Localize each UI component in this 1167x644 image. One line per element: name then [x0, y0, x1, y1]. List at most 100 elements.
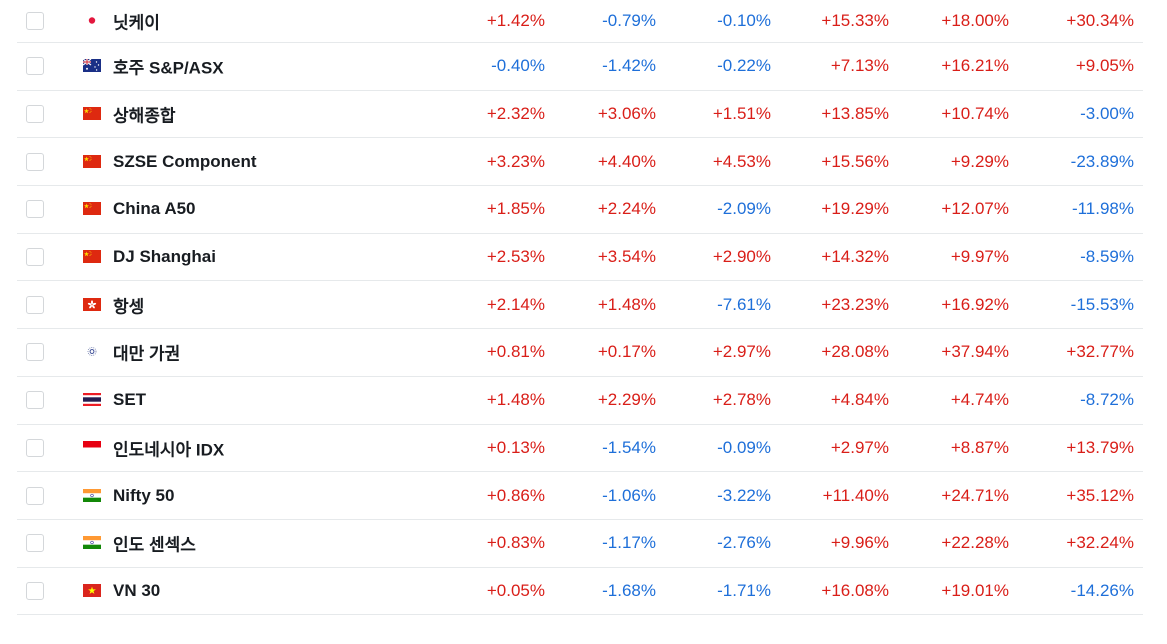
change-cell: -23.89% — [1070, 151, 1134, 171]
change-cell: -1.17% — [602, 533, 656, 553]
change-cell: +4.53% — [712, 151, 771, 171]
change-cell: +12.07% — [941, 199, 1009, 219]
row-checkbox[interactable] — [26, 581, 44, 600]
table-row[interactable]: 상해종합 +2.32% +3.06% +1.51% +13.85% +10.74… — [17, 91, 1143, 139]
change-cell: +3.23% — [486, 151, 545, 171]
index-name[interactable]: VN 30 — [113, 580, 161, 600]
change-cell: +3.06% — [597, 104, 656, 124]
index-name[interactable]: Nifty 50 — [113, 485, 175, 505]
index-performance-table: 닛케이 +1.42% -0.79% -0.10% +15.33% +18.00%… — [17, 0, 1143, 616]
change-cell: +11.40% — [822, 485, 889, 505]
change-cell: +37.94% — [941, 342, 1009, 362]
change-cell: +4.74% — [950, 390, 1009, 410]
change-cell: +9.96% — [830, 533, 889, 553]
table-row[interactable]: VN 30 +0.05% -1.68% -1.71% +16.08% +19.0… — [17, 568, 1143, 616]
row-checkbox[interactable] — [26, 152, 44, 171]
row-checkbox[interactable] — [26, 295, 44, 314]
table-row[interactable]: 대만 가권 +0.81% +0.17% +2.97% +28.08% +37.9… — [17, 329, 1143, 377]
table-row[interactable]: China A50 +1.85% +2.24% -2.09% +19.29% +… — [17, 186, 1143, 234]
row-checkbox[interactable] — [26, 57, 44, 76]
change-cell: +0.81% — [486, 342, 545, 362]
change-cell: -1.68% — [602, 580, 656, 600]
change-cell: +9.97% — [950, 247, 1009, 267]
row-checkbox[interactable] — [26, 105, 44, 124]
china-flag-icon — [83, 202, 101, 216]
change-cell: +1.51% — [712, 104, 771, 124]
index-name[interactable]: China A50 — [113, 199, 196, 219]
change-cell: +2.78% — [712, 390, 771, 410]
change-cell: +24.71% — [941, 485, 1009, 505]
index-name[interactable]: 인도네시아 IDX — [113, 440, 225, 460]
india-flag-icon — [83, 536, 101, 550]
change-cell: +30.34% — [1066, 11, 1134, 30]
index-name[interactable]: 상해종합 — [113, 106, 176, 126]
change-cell: +10.74% — [941, 104, 1009, 124]
row-checkbox[interactable] — [26, 12, 44, 30]
change-cell: -1.71% — [717, 580, 771, 600]
change-cell: +2.32% — [486, 104, 545, 124]
index-name[interactable]: SZSE Component — [113, 151, 257, 171]
change-cell: +3.54% — [597, 247, 656, 267]
china-flag-icon — [83, 107, 101, 121]
row-checkbox[interactable] — [26, 391, 44, 410]
change-cell: +8.87% — [950, 437, 1009, 457]
change-cell: -3.22% — [717, 485, 771, 505]
change-cell: -2.09% — [717, 199, 771, 219]
index-name[interactable]: 대만 가권 — [113, 344, 181, 364]
index-name[interactable]: 호주 S&P/ASX — [113, 58, 224, 78]
change-cell: -11.98% — [1071, 199, 1134, 219]
change-cell: +1.85% — [486, 199, 545, 219]
taiwan-flag-icon — [87, 347, 97, 357]
change-cell: +9.29% — [950, 151, 1009, 171]
row-checkbox[interactable] — [26, 200, 44, 219]
row-checkbox[interactable] — [26, 486, 44, 505]
change-cell: +4.84% — [830, 390, 889, 410]
table-row[interactable]: Nifty 50 +0.86% -1.06% -3.22% +11.40% +2… — [17, 472, 1143, 520]
change-cell: -1.54% — [602, 437, 656, 457]
change-cell: -1.06% — [602, 485, 656, 505]
table-row[interactable]: SZSE Component +3.23% +4.40% +4.53% +15.… — [17, 138, 1143, 187]
change-cell: +13.79% — [1066, 437, 1134, 457]
change-cell: +18.00% — [941, 11, 1009, 30]
row-checkbox[interactable] — [26, 438, 44, 457]
change-cell: +2.24% — [597, 199, 656, 219]
change-cell: +16.21% — [941, 56, 1009, 76]
table-row[interactable]: 닛케이 +1.42% -0.79% -0.10% +15.33% +18.00%… — [17, 0, 1143, 43]
change-cell: +32.77% — [1066, 342, 1134, 362]
thailand-flag-icon — [83, 393, 101, 407]
index-name[interactable]: DJ Shanghai — [113, 247, 216, 267]
table-row[interactable]: SET +1.48% +2.29% +2.78% +4.84% +4.74% -… — [17, 377, 1143, 425]
table-row[interactable]: 호주 S&P/ASX -0.40% -1.42% -0.22% +7.13% +… — [17, 43, 1143, 91]
india-flag-icon — [83, 488, 101, 502]
index-name[interactable]: 닛케이 — [113, 13, 160, 33]
japan-flag-icon — [88, 17, 96, 24]
china-flag-icon — [83, 250, 101, 264]
change-cell: -0.22% — [717, 56, 771, 76]
index-name[interactable]: 인도 센섹스 — [113, 535, 196, 555]
row-checkbox[interactable] — [26, 248, 44, 267]
index-name[interactable]: SET — [113, 390, 147, 410]
change-cell: +23.23% — [821, 294, 889, 314]
change-cell: +0.05% — [486, 580, 545, 600]
change-cell: -0.10% — [717, 11, 771, 30]
change-cell: -0.09% — [717, 437, 771, 457]
hong-kong-flag-icon — [83, 297, 101, 311]
change-cell: +4.40% — [597, 151, 656, 171]
table-row[interactable]: 인도 센섹스 +0.83% -1.17% -2.76% +9.96% +22.2… — [17, 520, 1143, 568]
row-checkbox[interactable] — [26, 534, 44, 553]
change-cell: +2.97% — [712, 342, 771, 362]
row-checkbox[interactable] — [26, 343, 44, 362]
change-cell: -2.76% — [717, 533, 771, 553]
change-cell: +16.92% — [941, 294, 1009, 314]
vietnam-flag-icon — [83, 583, 101, 597]
change-cell: +1.48% — [597, 294, 656, 314]
change-cell: +13.85% — [821, 104, 889, 124]
change-cell: -8.59% — [1080, 247, 1134, 267]
table-row[interactable]: DJ Shanghai +2.53% +3.54% +2.90% +14.32%… — [17, 234, 1143, 282]
change-cell: -15.53% — [1070, 294, 1134, 314]
index-name[interactable]: 항셍 — [113, 297, 145, 317]
change-cell: -14.26% — [1070, 580, 1134, 600]
table-row[interactable]: 항셍 +2.14% +1.48% -7.61% +23.23% +16.92% … — [17, 281, 1143, 330]
table-row[interactable]: 인도네시아 IDX +0.13% -1.54% -0.09% +2.97% +8… — [17, 425, 1143, 473]
change-cell: -0.79% — [602, 11, 656, 30]
